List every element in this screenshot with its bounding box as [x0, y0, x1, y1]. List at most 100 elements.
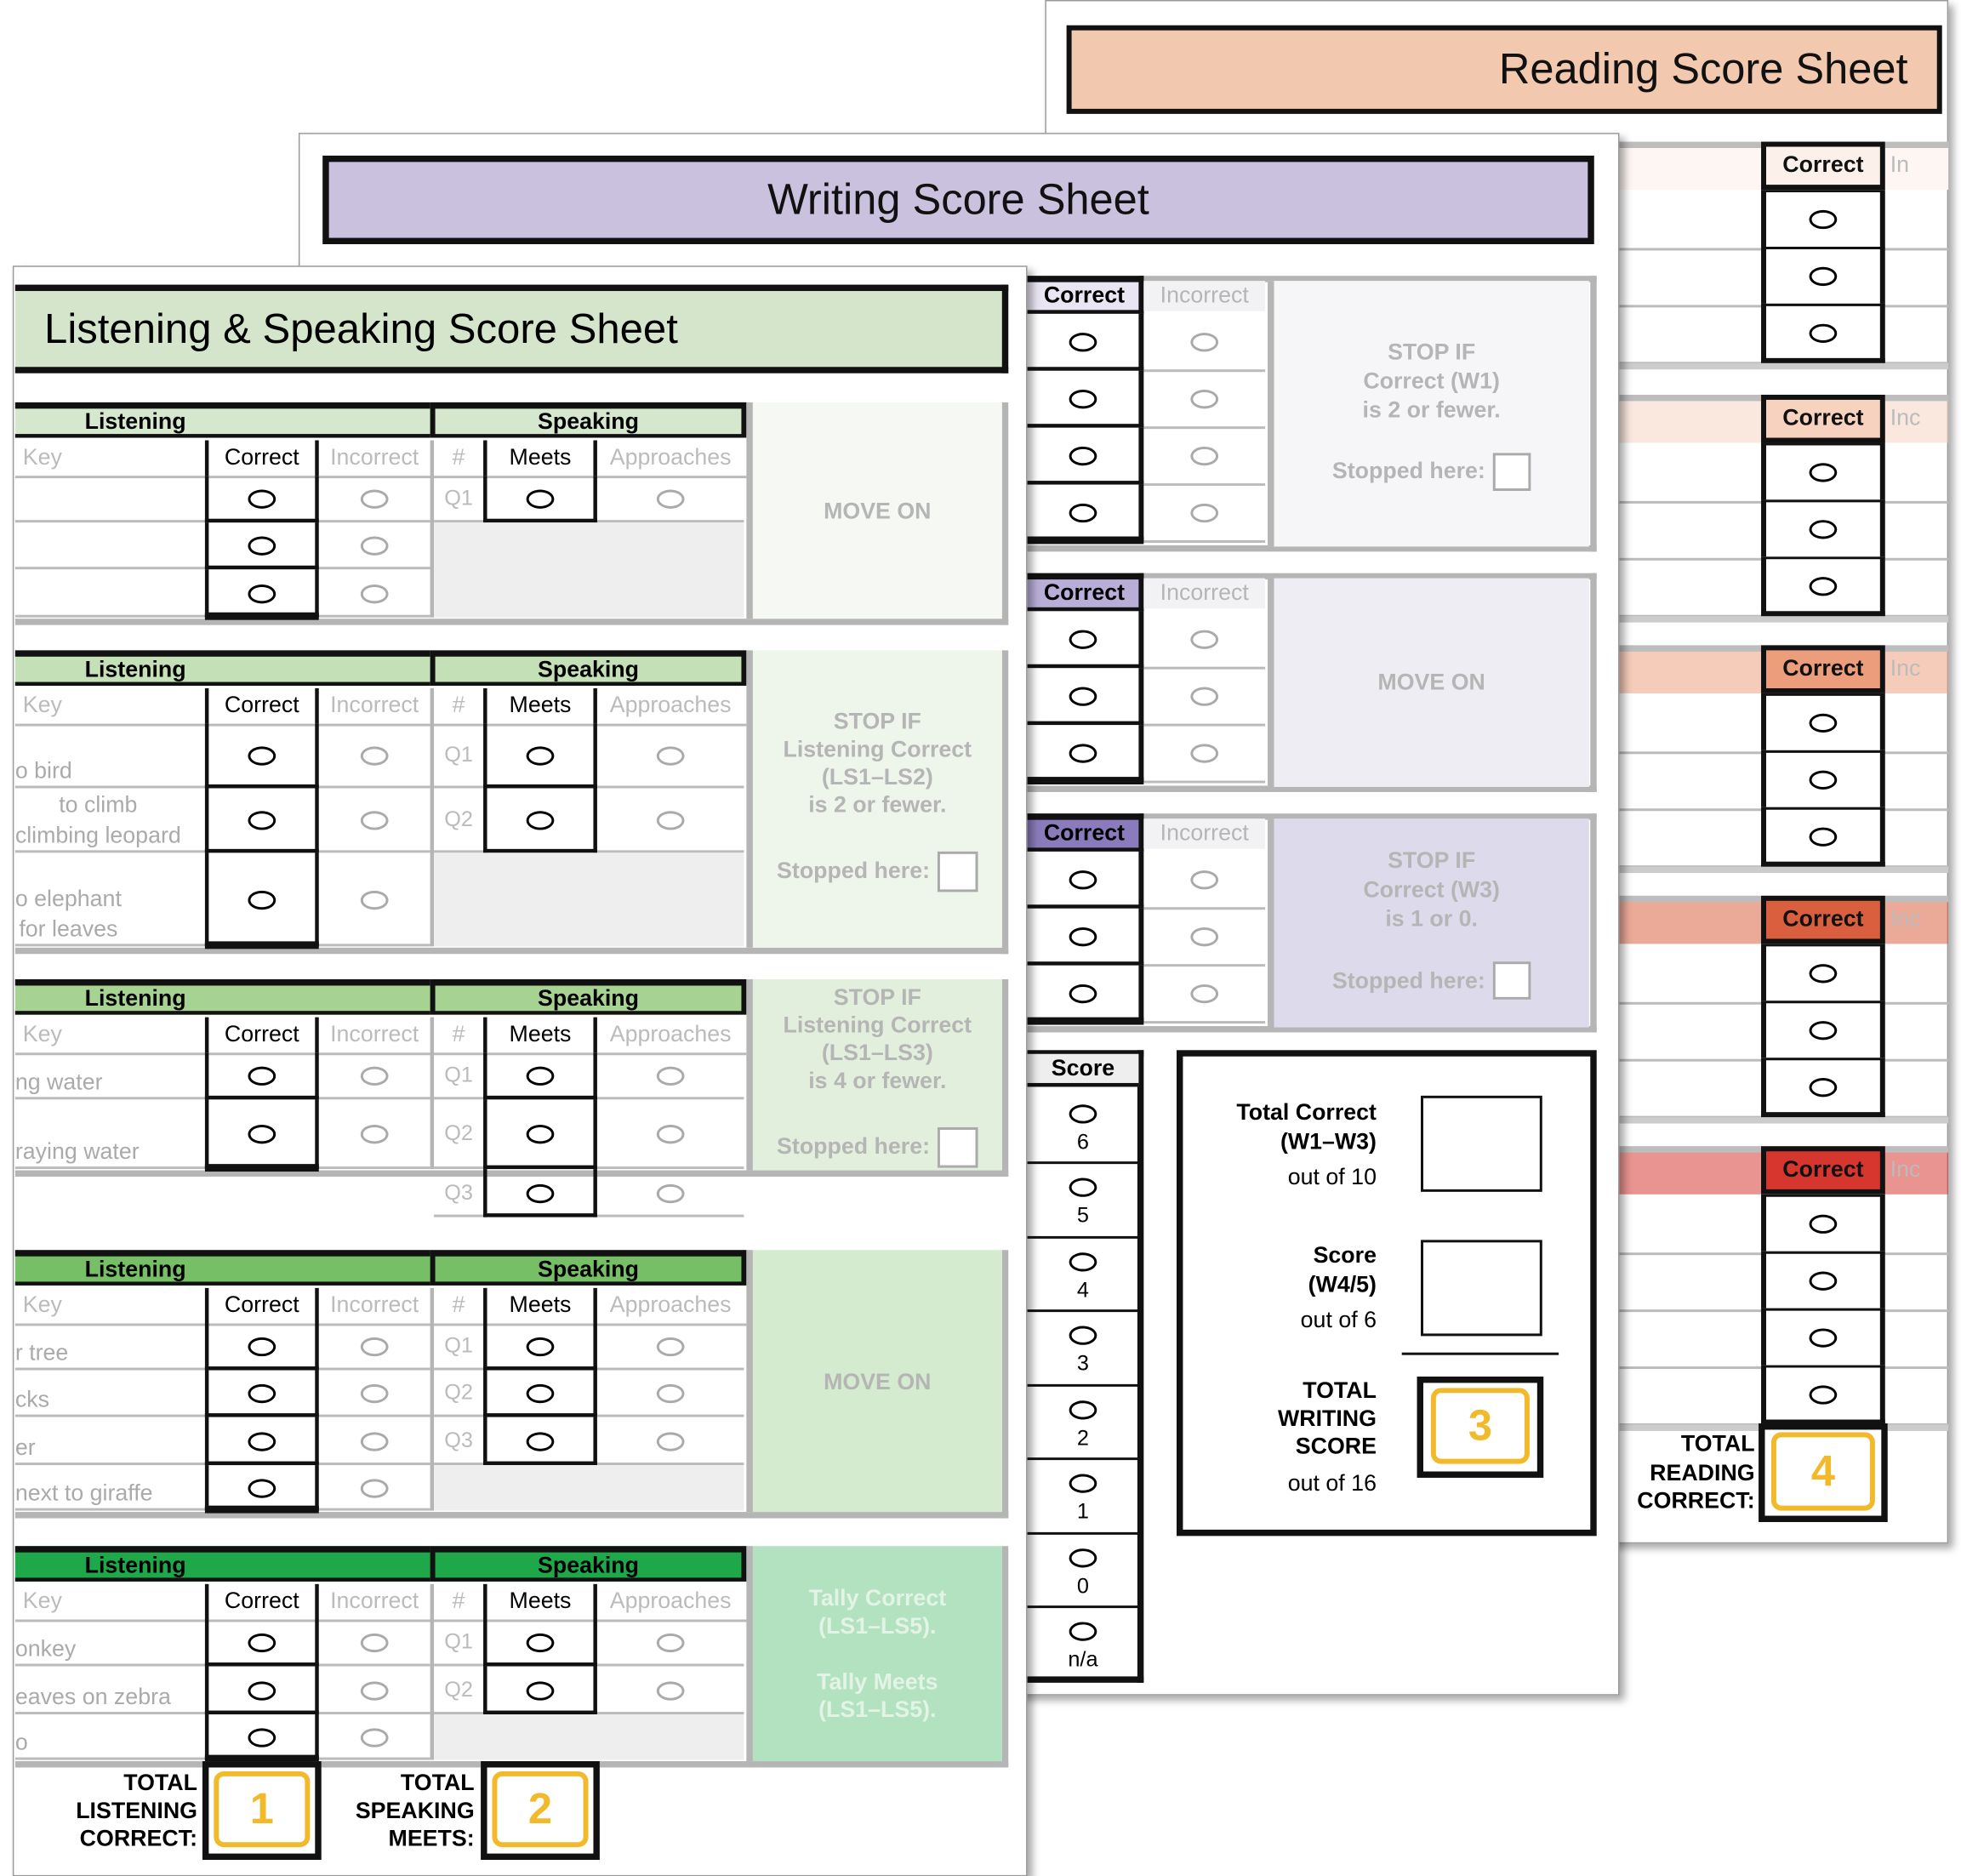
meets-bubble[interactable] — [483, 1324, 597, 1371]
listening-incorrect-bubble[interactable] — [319, 1667, 430, 1715]
writing-correct-bubble[interactable] — [1028, 852, 1139, 909]
writing-score-bubble[interactable] — [1028, 1246, 1139, 1277]
listening-incorrect-bubble[interactable] — [319, 522, 430, 569]
listening-incorrect-bubble[interactable] — [319, 1099, 430, 1169]
reading-correct-bubble[interactable] — [1761, 946, 1885, 1001]
writing-correct-bubble[interactable] — [1028, 668, 1139, 725]
writing-score-bubble[interactable] — [1028, 1320, 1139, 1351]
writing-correct-bubble[interactable] — [1028, 485, 1139, 542]
approaches-bubble[interactable] — [597, 1619, 744, 1666]
listening-incorrect-bubble[interactable] — [319, 1052, 430, 1099]
meets-bubble[interactable] — [483, 1667, 597, 1715]
reading-correct-bubble[interactable] — [1761, 810, 1885, 864]
reading-correct-bubble[interactable] — [1761, 1003, 1885, 1058]
writing-incorrect-bubble[interactable] — [1143, 668, 1265, 725]
approaches-bubble[interactable] — [597, 1371, 744, 1417]
listening-incorrect-bubble[interactable] — [319, 1417, 430, 1466]
listening-correct-bubble[interactable] — [205, 1052, 319, 1099]
writing-incorrect-bubble[interactable] — [1143, 852, 1265, 909]
meets-bubble[interactable] — [483, 1619, 597, 1666]
listening-correct-bubble[interactable] — [205, 1465, 319, 1511]
reading-correct-bubble[interactable] — [1761, 696, 1885, 750]
reading-correct-bubble[interactable] — [1761, 753, 1885, 807]
approaches-bubble[interactable] — [597, 1099, 744, 1169]
writing-score-bubble[interactable] — [1028, 1172, 1139, 1203]
writing-incorrect-bubble[interactable] — [1143, 371, 1265, 428]
reading-correct-bubble[interactable] — [1761, 249, 1885, 304]
listening-correct-bubble[interactable] — [205, 1417, 319, 1466]
approaches-bubble[interactable] — [597, 1324, 744, 1371]
stopped-here-checkbox[interactable] — [937, 851, 978, 892]
meets-bubble[interactable] — [483, 1417, 597, 1466]
listening-incorrect-bubble[interactable] — [319, 1619, 430, 1666]
stopped-here-checkbox[interactable] — [937, 1126, 978, 1167]
meets-bubble[interactable] — [483, 1052, 597, 1099]
writing-correct-bubble[interactable] — [1028, 909, 1139, 966]
listening-incorrect-bubble[interactable] — [319, 569, 430, 618]
writing-score-bubble[interactable] — [1028, 1542, 1139, 1573]
writing-score-bubble[interactable] — [1028, 1098, 1139, 1129]
reading-correct-bubble[interactable] — [1761, 1311, 1885, 1366]
reading-correct-bubble[interactable] — [1761, 1060, 1885, 1115]
writing-incorrect-bubble[interactable] — [1143, 966, 1265, 1023]
writing-incorrect-bubble[interactable] — [1143, 314, 1265, 371]
reading-correct-bubble[interactable] — [1761, 445, 1885, 499]
approaches-bubble[interactable] — [597, 1417, 744, 1466]
reading-correct-bubble[interactable] — [1761, 1197, 1885, 1252]
listening-incorrect-bubble[interactable] — [319, 476, 430, 522]
writing-correct-bubble[interactable] — [1028, 611, 1139, 668]
reading-correct-bubble[interactable] — [1761, 1254, 1885, 1309]
writing-correct-bubble[interactable] — [1028, 966, 1139, 1023]
writing-correct-bubble[interactable] — [1028, 314, 1139, 371]
approaches-bubble[interactable] — [597, 1052, 744, 1099]
writing-incorrect-bubble[interactable] — [1143, 611, 1265, 668]
meets-bubble[interactable] — [483, 788, 597, 852]
total-correct-input[interactable] — [1421, 1095, 1542, 1192]
writing-incorrect-bubble[interactable] — [1143, 909, 1265, 966]
listening-correct-bubble[interactable] — [205, 1324, 319, 1371]
listening-correct-bubble[interactable] — [205, 724, 319, 789]
listening-correct-bubble[interactable] — [205, 1099, 319, 1169]
meets-bubble[interactable] — [483, 476, 597, 522]
approaches-bubble[interactable] — [597, 1169, 744, 1217]
listening-correct-bubble[interactable] — [205, 569, 319, 618]
reading-correct-bubble[interactable] — [1761, 1368, 1885, 1423]
writing-incorrect-bubble[interactable] — [1143, 725, 1265, 782]
approaches-bubble[interactable] — [597, 476, 744, 522]
reading-correct-bubble[interactable] — [1761, 306, 1885, 361]
writing-correct-bubble[interactable] — [1028, 725, 1139, 782]
meets-bubble[interactable] — [483, 724, 597, 789]
listening-incorrect-bubble[interactable] — [319, 788, 430, 852]
meets-bubble[interactable] — [483, 1169, 597, 1217]
stopped-here-checkbox[interactable] — [1492, 961, 1531, 1000]
reading-correct-bubble[interactable] — [1761, 502, 1885, 556]
listening-correct-bubble[interactable] — [205, 1667, 319, 1715]
score-w45-input[interactable] — [1421, 1240, 1542, 1337]
writing-incorrect-bubble[interactable] — [1143, 485, 1265, 542]
approaches-bubble[interactable] — [597, 724, 744, 789]
listening-correct-bubble[interactable] — [205, 1619, 319, 1666]
approaches-bubble[interactable] — [597, 788, 744, 852]
reading-correct-bubble[interactable] — [1761, 192, 1885, 247]
listening-correct-bubble[interactable] — [205, 788, 319, 852]
meets-bubble[interactable] — [483, 1099, 597, 1169]
listening-incorrect-bubble[interactable] — [319, 1465, 430, 1511]
reading-correct-bubble[interactable] — [1761, 559, 1885, 613]
meets-bubble[interactable] — [483, 1371, 597, 1417]
listening-correct-bubble[interactable] — [205, 1371, 319, 1417]
stopped-here-checkbox[interactable] — [1492, 452, 1531, 491]
writing-score-bubble[interactable] — [1028, 1617, 1139, 1647]
approaches-bubble[interactable] — [597, 1667, 744, 1715]
listening-correct-bubble[interactable] — [205, 522, 319, 569]
writing-incorrect-bubble[interactable] — [1143, 428, 1265, 485]
writing-correct-bubble[interactable] — [1028, 371, 1139, 428]
listening-incorrect-bubble[interactable] — [319, 852, 430, 946]
listening-incorrect-bubble[interactable] — [319, 1371, 430, 1417]
writing-score-bubble[interactable] — [1028, 1468, 1139, 1499]
listening-correct-bubble[interactable] — [205, 852, 319, 946]
listening-correct-bubble[interactable] — [205, 1714, 319, 1760]
listening-incorrect-bubble[interactable] — [319, 724, 430, 789]
listening-incorrect-bubble[interactable] — [319, 1324, 430, 1371]
writing-score-bubble[interactable] — [1028, 1394, 1139, 1425]
listening-correct-bubble[interactable] — [205, 476, 319, 522]
